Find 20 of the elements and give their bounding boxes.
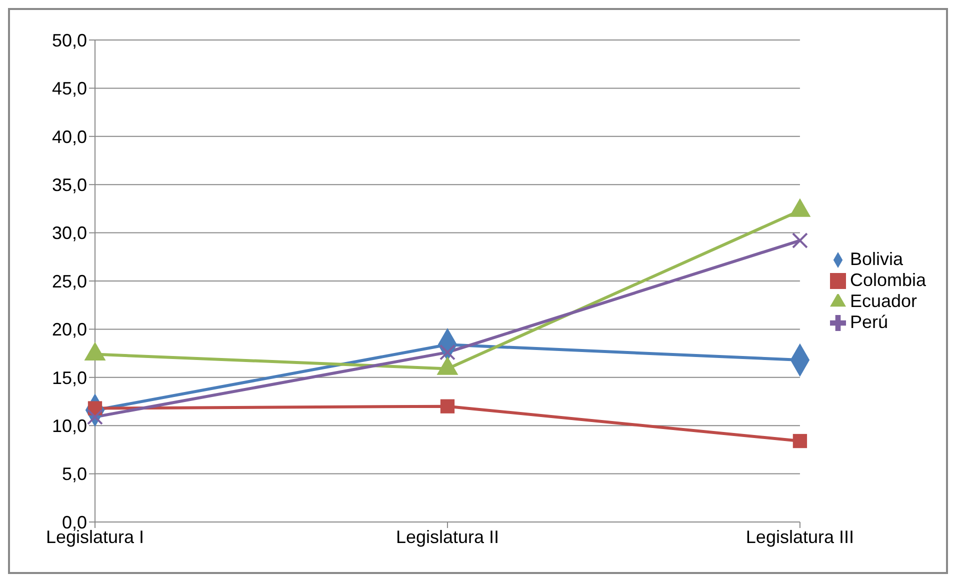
y-tick-label: 30,0 [52, 223, 87, 244]
y-tick-label: 35,0 [52, 174, 87, 195]
legend-label: Bolivia [850, 249, 903, 269]
legend-label: Perú [850, 312, 888, 332]
point [792, 434, 808, 448]
y-tick-label: 5,0 [62, 464, 87, 484]
legend-label: Colombia [850, 270, 926, 290]
y-tick-label: 45,0 [52, 78, 87, 99]
y-tick-label: 10,0 [52, 416, 87, 436]
x-tick-label: Legislatura III [746, 526, 854, 547]
point [440, 399, 455, 414]
legend-label: Ecuador [850, 291, 917, 311]
y-tick-label: 50,0 [52, 30, 87, 50]
point [439, 344, 456, 360]
y-tick-label: 40,0 [52, 126, 87, 147]
point [792, 232, 808, 249]
x-tick-label: Legislatura II [396, 526, 500, 547]
y-tick-label: 15,0 [52, 368, 87, 388]
y-tick-label: 20,0 [52, 320, 87, 340]
y-tick-label: 25,0 [52, 271, 87, 292]
